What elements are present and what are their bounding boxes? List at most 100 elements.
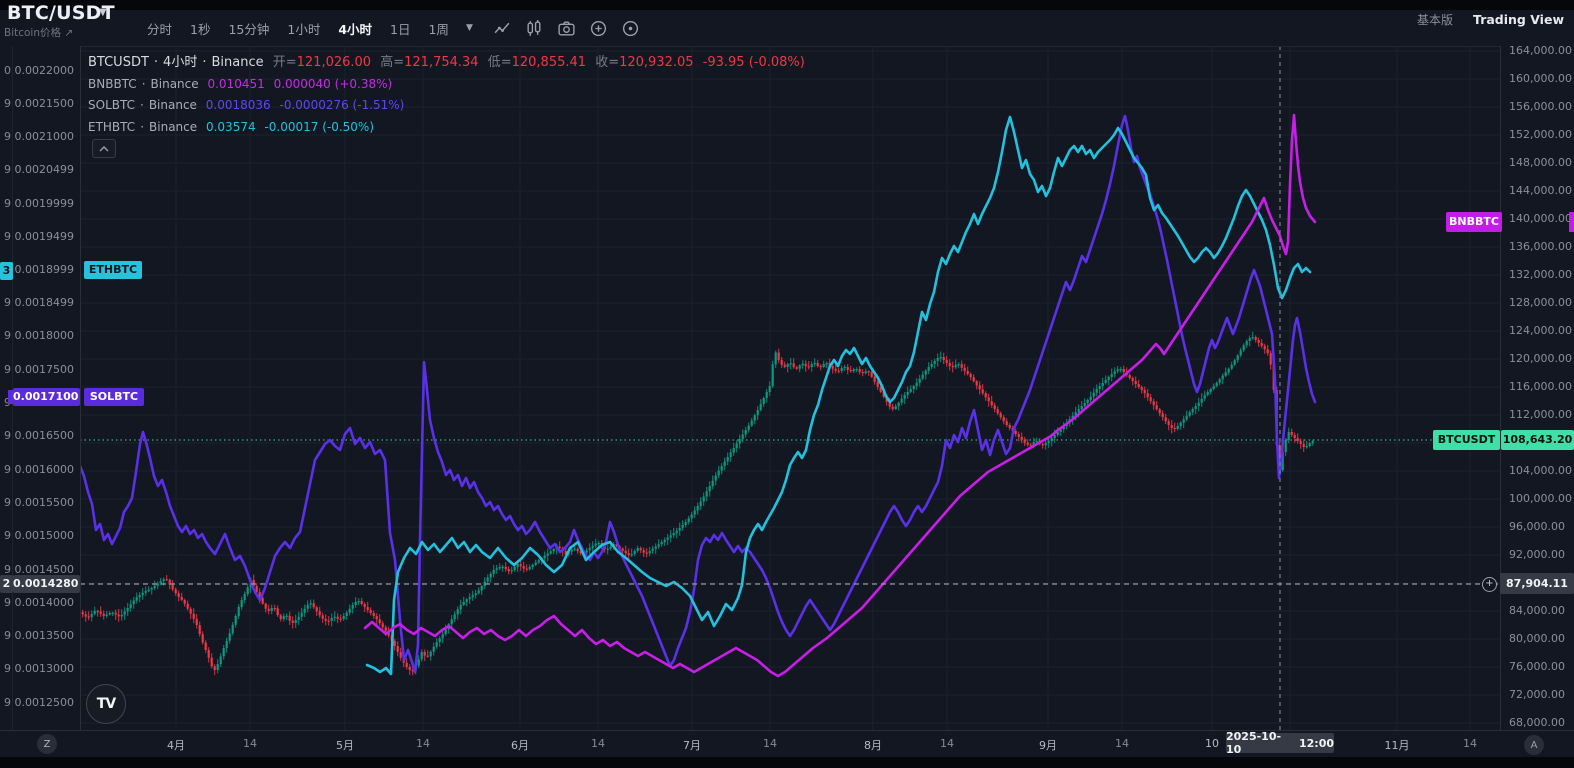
right-axis-tick: 148,000.00 — [1509, 156, 1572, 169]
legend-row-btcusdt[interactable]: BTCUSDT · 4小时 · Binance 开=121,026.00 高=121,7… — [88, 52, 810, 74]
right-axis-tick: 144,000.00 — [1509, 184, 1572, 197]
left-axis-tick: 0.0015500 — [14, 496, 75, 509]
right-axis-tick: 76,000.00 — [1509, 660, 1565, 673]
crosshair-time-label: 2025-10-10 12:00 — [1226, 730, 1334, 756]
edge-scale-digit: 9 — [4, 662, 11, 675]
crosshair-plus-icon[interactable]: + — [1482, 577, 1497, 592]
legend: BTCUSDT · 4小时 · Binance 开=121,026.00 高=121,7… — [88, 52, 810, 138]
left-axis-tick: 0.0020499 — [14, 163, 75, 176]
timeframe-button-1小时[interactable]: 1小时 — [287, 21, 321, 37]
legend-separator: · — [140, 119, 145, 134]
time-axis-tick: 14 — [243, 737, 257, 750]
legend-collapse-button[interactable] — [92, 139, 116, 158]
right-axis-tick: 164,000.00 — [1509, 44, 1572, 57]
symbol-subtitle-link[interactable]: Bitcoin价格 ↗ — [4, 27, 74, 39]
left-axis-tick: 0.0014500 — [14, 563, 75, 576]
legend-row-bnbbtc[interactable]: BNBBTC · Binance 0.010451 0.000040 (+0.38%… — [88, 74, 810, 96]
timezone-button[interactable]: Z — [37, 734, 57, 754]
legend-symbol: BNBBTC — [88, 76, 137, 91]
right-axis-tick: 100,000.00 — [1509, 492, 1572, 505]
legend-row-ethbtc[interactable]: ETHBTC · Binance 0.03574 -0.00017 (-0.50%) — [88, 117, 810, 139]
left-axis-tick: 0.0022000 — [14, 64, 75, 77]
plan-label[interactable]: 基本版 — [1417, 13, 1454, 27]
edge-scale-digit: 9 — [4, 197, 11, 210]
timeframe-button-1秒[interactable]: 1秒 — [190, 21, 211, 37]
ohlc-close-label: 收= — [595, 55, 620, 70]
ohlc-low-value: 120,855.41 — [511, 55, 587, 70]
legend-exchange: Binance — [148, 98, 197, 112]
bnbbtc-price-marker: BNBBTC — [1446, 212, 1502, 232]
legend-separator: · — [140, 98, 144, 112]
crosshair-date: 2025-10-10 — [1226, 730, 1282, 756]
edge-scale-digit: 9 — [4, 329, 11, 342]
right-axis-tick: 128,000.00 — [1509, 296, 1572, 309]
right-axis-tick: 132,000.00 — [1509, 268, 1572, 281]
right-axis-tick: 72,000.00 — [1509, 688, 1565, 701]
time-axis-tick: 14 — [591, 737, 605, 750]
edge-scale-digit: 9 — [4, 696, 11, 709]
ohlc-open-label: 开= — [272, 55, 297, 70]
right-price-axis[interactable]: 164,000.00 160,000.00 156,000.00 152,000.00… — [1500, 44, 1574, 730]
edge-scale-digit: 9 — [4, 629, 11, 642]
timeframe-button-4小时[interactable]: 4小时 — [338, 21, 373, 37]
right-axis-tick: 104,000.00 — [1509, 464, 1572, 477]
header-toolbar: 分时 1秒 15分钟 1小时 4小时 1日 1周 ▼ — [0, 10, 1574, 47]
right-axis-tick: 152,000.00 — [1509, 128, 1572, 141]
legend-exchange: Binance — [149, 119, 198, 134]
candle-style-icon[interactable] — [525, 19, 544, 38]
edge-crosshair-digit-label: 2 — [0, 575, 13, 593]
legend-symbol: ETHBTC — [88, 119, 136, 134]
left-axis-tick: 0.0016500 — [14, 429, 75, 442]
brand-logo-text[interactable]: Trading View — [1473, 12, 1564, 27]
left-axis-tick: 0.0019999 — [14, 197, 75, 210]
target-icon[interactable] — [621, 19, 640, 38]
symbol-title[interactable]: BTC/USDT — [7, 2, 115, 24]
bottom-strip — [0, 757, 1574, 768]
legend-symbol: SOLBTC — [88, 98, 135, 112]
left-axis-tick: 0.0015000 — [14, 529, 75, 542]
legend-row-solbtc[interactable]: SOLBTC · Binance 0.0018036 -0.0000276 (-1.… — [88, 95, 810, 117]
left-edge-scale[interactable]: 0 9 9 9 9 9 9 9 9 9 9 9 9 9 9 9 9 9 9 — [0, 46, 13, 730]
time-axis[interactable]: 4月 14 5月 14 6月 14 7月 14 8月 14 9月 14 10 11月 14 — [0, 730, 1574, 758]
symbol-caret-icon[interactable]: ▼ — [99, 7, 107, 18]
left-axis-tick: 0.0019499 — [14, 230, 75, 243]
tradingview-logo[interactable]: TV — [86, 684, 126, 724]
chevron-up-icon — [99, 145, 109, 151]
legend-value: 0.010451 — [207, 76, 265, 91]
ohlc-open-value: 121,026.00 — [296, 55, 372, 70]
right-axis-tick: 136,000.00 — [1509, 240, 1572, 253]
timeframe-button-1周[interactable]: 1周 — [428, 21, 449, 37]
indicators-icon[interactable] — [493, 19, 512, 38]
right-axis-tick: 116,000.00 — [1509, 380, 1572, 393]
timeframe-button-15分钟[interactable]: 15分钟 — [228, 21, 270, 37]
left-axis-tick: 0.0013000 — [14, 662, 75, 675]
compare-add-icon[interactable] — [589, 19, 608, 38]
auto-scale-button[interactable]: A — [1524, 735, 1544, 755]
edge-scale-digit: 9 — [4, 363, 11, 376]
legend-separator: · — [153, 55, 159, 70]
edge-scale-digit: 9 — [4, 130, 11, 143]
ohlc-change: -93.95 (-0.08%) — [702, 55, 805, 70]
edge-scale-digit: 9 — [0, 396, 11, 409]
more-intervals-caret-icon[interactable]: ▼ — [465, 23, 473, 33]
legend-symbol: BTCUSDT — [88, 55, 149, 70]
toolbar-icons — [493, 19, 640, 38]
right-axis-tick: 96,000.00 — [1509, 520, 1565, 533]
left-axis-tick: 0.0018499 — [14, 296, 75, 309]
time-axis-tick: 14 — [940, 737, 954, 750]
edge-scale-digit: 9 — [4, 429, 11, 442]
timeframe-button-1日[interactable]: 1日 — [390, 21, 411, 37]
btcusdt-last-price-label: 108,643.20 — [1501, 430, 1574, 450]
ohlc-high-label: 高= — [380, 55, 405, 70]
right-axis-tick: 84,000.00 — [1509, 604, 1565, 617]
edge-scale-digit: 9 — [4, 596, 11, 609]
crosshair-price-right-label: 87,904.11 — [1500, 573, 1574, 594]
solbtc-edge-marker — [8, 390, 13, 404]
edge-scale-digit: 9 — [4, 463, 11, 476]
time-axis-tick: 5月 — [336, 739, 354, 752]
left-axis-tick: 0.0016000 — [14, 463, 75, 476]
snapshot-icon[interactable] — [557, 19, 576, 38]
timeframe-button-分时[interactable]: 分时 — [147, 21, 173, 37]
left-axis-tick: 0.0017500 — [14, 363, 75, 376]
